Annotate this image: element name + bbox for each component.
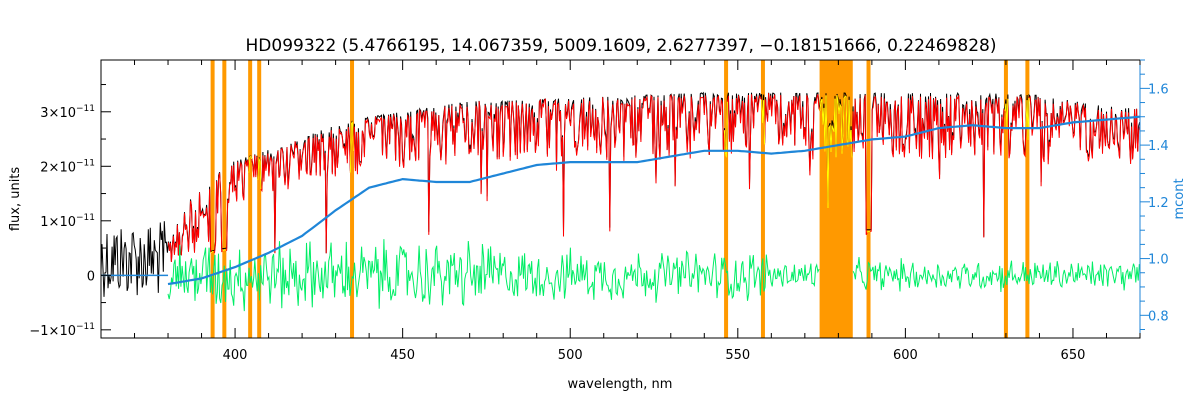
continuum-line — [167, 115, 1141, 286]
y2-axis-title: mcont — [1172, 178, 1187, 219]
y-tick-exponent: −11 — [76, 104, 95, 114]
masked-line — [210, 60, 215, 338]
x-tick-label: 600 — [893, 348, 918, 363]
masked-line — [222, 60, 227, 338]
masked-flux-line — [257, 156, 262, 190]
y-tick-mantissa: −1×10 — [29, 324, 76, 339]
x-tick-label: 400 — [223, 348, 248, 363]
y-tick-mantissa: 0 — [87, 269, 95, 284]
y-tick-exponent: −11 — [76, 322, 95, 332]
masked-band — [819, 60, 853, 338]
y-tick-label: −1×10−11 — [29, 322, 95, 339]
y-tick-mantissa: 3×10 — [40, 106, 76, 121]
y2-tick-label: 0.8 — [1148, 309, 1169, 324]
y-tick-mantissa: 2×10 — [40, 160, 76, 175]
masked-flux-line — [248, 155, 253, 174]
y2-tick-label: 1.0 — [1148, 253, 1169, 268]
masked-line — [1025, 60, 1030, 338]
mask-regions — [210, 60, 1030, 338]
masked-flux-line — [761, 99, 766, 145]
masked-flux-line — [222, 249, 227, 252]
x-axis-title: wavelength, nm — [568, 377, 673, 392]
masked-line — [724, 60, 729, 338]
masked-flux-series — [210, 95, 1030, 254]
masked-flux-line — [819, 95, 853, 209]
masked-flux-line — [1025, 97, 1030, 141]
continuum-series — [101, 115, 1141, 286]
residual-series — [167, 239, 1140, 312]
x-axis-ticks: 400 450 500 550 600 650 — [100, 60, 1141, 363]
y2-tick-label: 1.2 — [1148, 196, 1169, 211]
chart-title: HD099322 (5.4766195, 14.067359, 5009.160… — [246, 36, 997, 56]
y-tick-label: 2×10−11 — [40, 158, 95, 175]
masked-line — [257, 60, 262, 338]
model-flux-series — [167, 93, 1141, 263]
masked-line — [248, 60, 253, 338]
residual-line — [167, 239, 820, 312]
y-tick-mantissa: 1×10 — [40, 215, 76, 230]
y-axis-title: flux, units — [8, 167, 23, 232]
y-tick-exponent: −11 — [76, 158, 95, 168]
y-tick-label: 3×10−11 — [40, 104, 95, 121]
residual-line — [852, 257, 1140, 293]
y-tick-exponent: −11 — [76, 213, 95, 223]
masked-line — [1003, 60, 1008, 338]
x-tick-label: 650 — [1061, 348, 1086, 363]
y-tick-label: 1×10−11 — [40, 213, 95, 230]
y-tick-label: 0 — [87, 269, 95, 284]
x-tick-label: 500 — [558, 348, 583, 363]
x-tick-label: 550 — [725, 348, 750, 363]
masked-flux-line — [1004, 98, 1009, 129]
masked-flux-line — [723, 101, 728, 158]
masked-line — [866, 60, 871, 338]
model-flux-line — [167, 93, 1141, 263]
masked-flux-line — [349, 120, 354, 173]
y2-tick-label: 1.6 — [1148, 82, 1169, 97]
masked-flux-line — [210, 251, 214, 254]
y2-tick-label: 1.4 — [1148, 139, 1169, 154]
x-tick-label: 450 — [390, 348, 415, 363]
y2-axis-ticks: 0.8 1.0 1.2 1.4 1.6 — [1140, 59, 1169, 330]
masked-line — [760, 60, 765, 338]
masked-flux-line — [866, 230, 871, 233]
